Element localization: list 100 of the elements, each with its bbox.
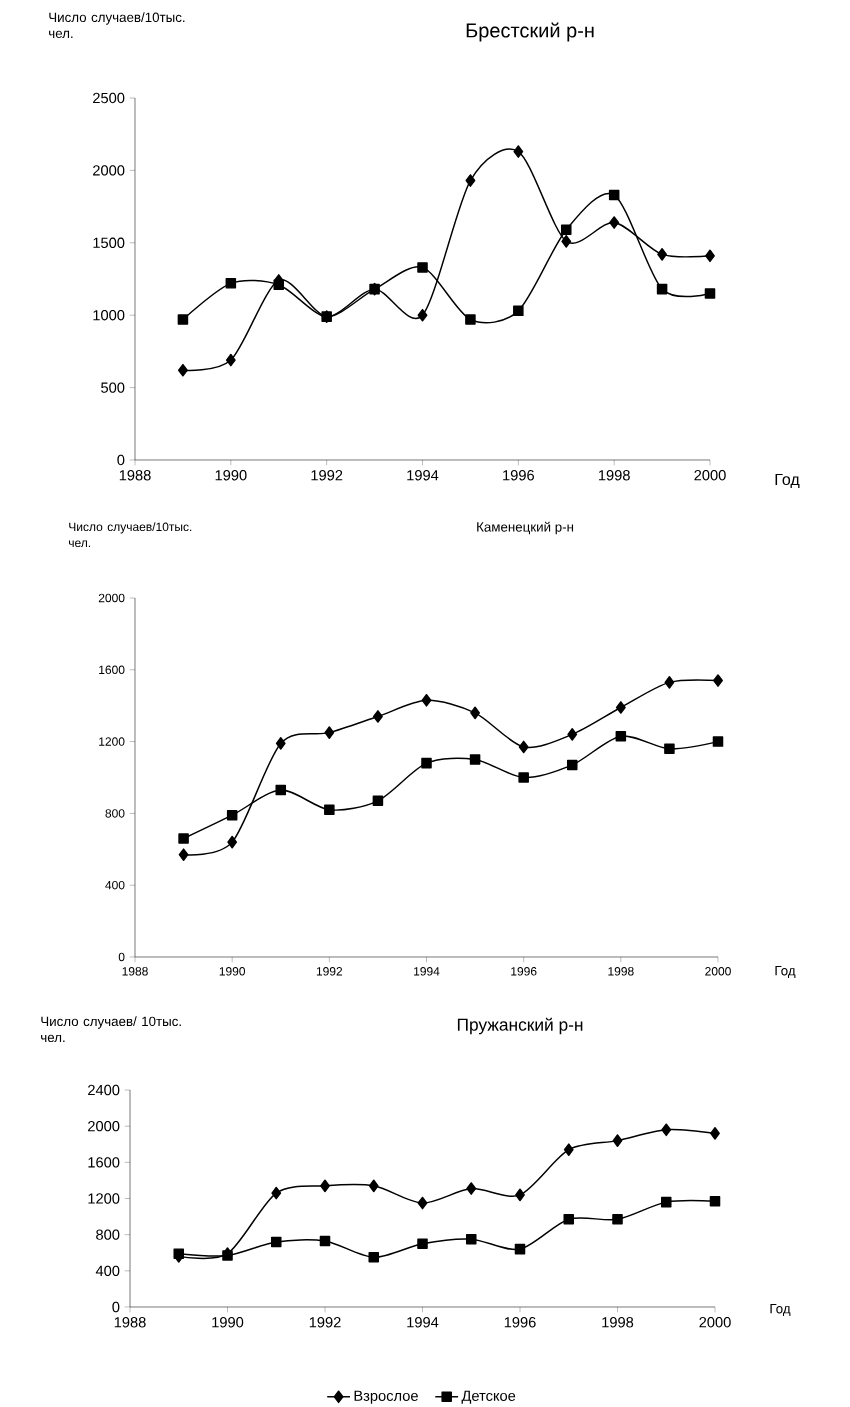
point (465, 1233, 477, 1245)
y-tick-label: 2500 (93, 92, 125, 104)
y-axis-title: Число случаев/ 10тыс. чел. (41, 1016, 181, 1043)
point (615, 730, 627, 742)
point (664, 743, 675, 755)
y-tick-label: 1600 (88, 1157, 120, 1168)
point (465, 314, 476, 325)
point (469, 754, 481, 765)
point (270, 1236, 282, 1248)
point (275, 737, 286, 750)
x-tick-label: 1994 (407, 1317, 439, 1328)
y-tick-label: 2400 (88, 1084, 120, 1096)
point (563, 1214, 575, 1225)
point (612, 1214, 623, 1225)
point (319, 1235, 331, 1247)
point (417, 308, 428, 322)
x-tick-label: 2000 (694, 470, 726, 481)
point (656, 283, 668, 295)
point (417, 1238, 428, 1249)
point (173, 1248, 185, 1259)
point (177, 314, 189, 325)
point (369, 283, 380, 295)
point (608, 189, 620, 201)
y-tick-label: 1500 (93, 237, 125, 248)
y-tick-label: 1600 (99, 665, 125, 675)
point (710, 1127, 720, 1140)
point (421, 757, 432, 769)
point (178, 848, 189, 862)
point (320, 1179, 330, 1193)
y-tick-label: 2000 (88, 1120, 120, 1132)
y-axis-title: Число случаев/10тыс. чел. (49, 12, 185, 39)
y-tick-label: 400 (105, 880, 125, 890)
point (709, 1195, 721, 1207)
point (518, 772, 529, 783)
point (324, 726, 335, 739)
point (368, 1179, 379, 1193)
point (705, 249, 715, 263)
point (275, 784, 287, 796)
point (657, 248, 668, 261)
legend-label: Взрослое (354, 1390, 418, 1404)
x-axis-title: Год (775, 473, 800, 489)
chart-title: Каменецкий р-н (477, 521, 574, 535)
x-tick-label: 2000 (705, 967, 731, 976)
point (513, 305, 524, 317)
point (372, 710, 383, 723)
x-tick-label: 1988 (114, 1317, 146, 1328)
point (368, 1252, 380, 1263)
point (225, 278, 237, 289)
point (664, 676, 675, 689)
point (178, 833, 189, 844)
point (560, 224, 572, 236)
y-tick-label: 0 (112, 1301, 120, 1313)
point (226, 809, 238, 821)
y-tick-label: 400 (95, 1265, 120, 1277)
point (421, 693, 432, 707)
y-tick-label: 2000 (93, 165, 125, 176)
x-tick-label: 1990 (212, 1317, 244, 1328)
y-tick-label: 0 (117, 454, 125, 466)
x-tick-label: 1998 (602, 1317, 634, 1328)
point (515, 1188, 525, 1202)
point (417, 262, 428, 273)
point (609, 216, 620, 229)
point (466, 1182, 477, 1195)
x-tick-label: 1994 (414, 967, 440, 976)
point (561, 235, 572, 248)
point (566, 759, 578, 771)
x-tick-label: 1990 (215, 470, 247, 481)
point (417, 1196, 428, 1210)
x-tick-label: 1992 (311, 470, 343, 481)
point (227, 835, 238, 849)
point (271, 1186, 282, 1200)
point (372, 795, 384, 807)
y-tick-label: 800 (105, 809, 125, 818)
x-tick-label: 1992 (316, 967, 343, 976)
x-tick-label: 1994 (407, 470, 439, 481)
point (615, 701, 626, 714)
point (514, 1243, 526, 1255)
point (660, 1196, 672, 1208)
point (470, 706, 481, 720)
point (324, 804, 335, 816)
point (661, 1123, 672, 1137)
x-tick-label: 1990 (219, 967, 246, 976)
y-tick-label: 500 (101, 382, 125, 393)
x-tick-label: 2000 (699, 1317, 731, 1328)
point (704, 288, 716, 299)
point (225, 353, 236, 367)
point (273, 279, 285, 291)
x-axis-title: Год (770, 1304, 791, 1316)
point (712, 736, 724, 747)
point (177, 363, 188, 377)
x-tick-label: 1988 (119, 470, 151, 481)
y-tick-label: 1200 (99, 737, 125, 746)
chart-title: Брестский р-н (466, 22, 594, 42)
y-tick-label: 800 (96, 1229, 120, 1240)
x-tick-label: 1992 (309, 1317, 341, 1328)
point (612, 1134, 623, 1147)
point (713, 674, 723, 687)
x-tick-label: 1998 (608, 967, 634, 976)
point (513, 145, 524, 158)
point (465, 174, 476, 187)
